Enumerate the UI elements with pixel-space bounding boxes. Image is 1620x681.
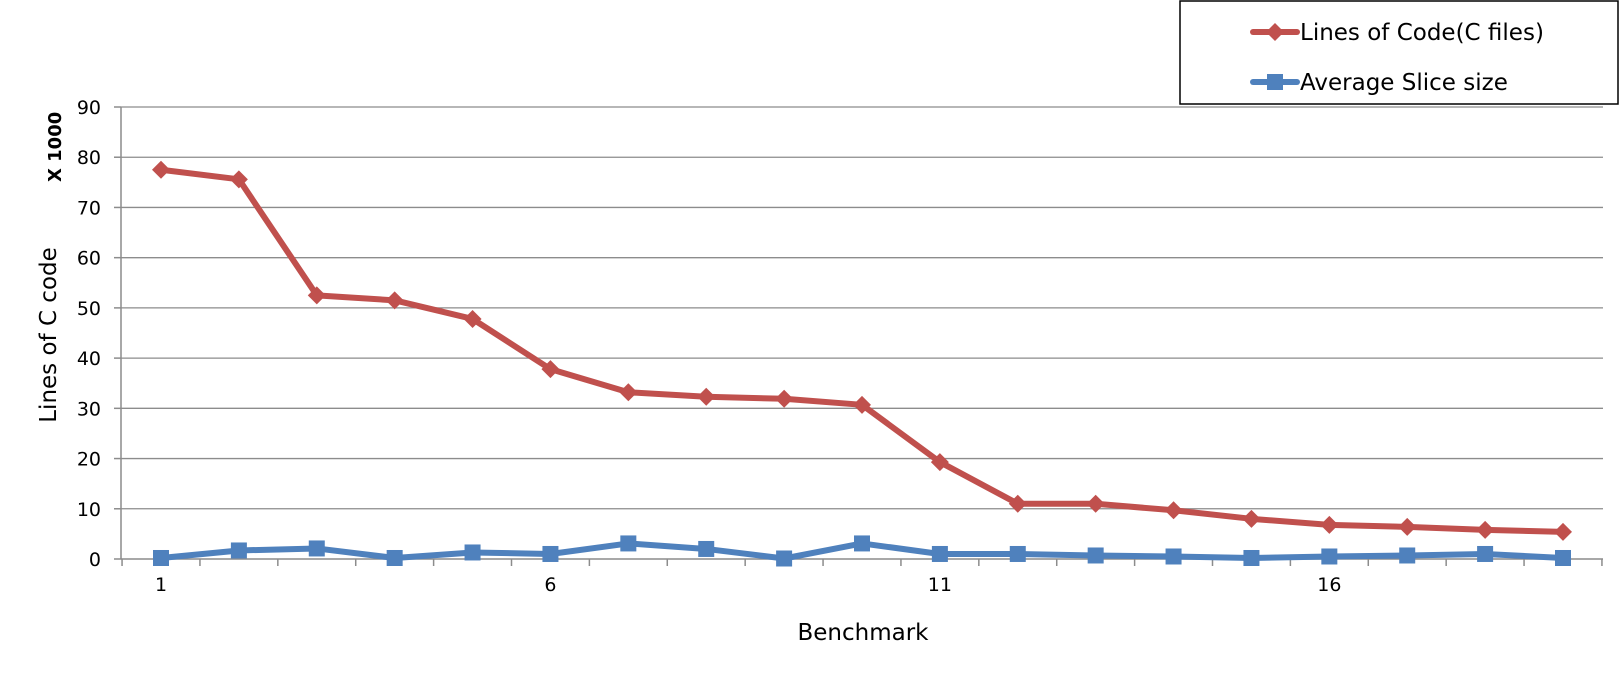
gridlines (121, 106, 1603, 510)
data-point (153, 549, 169, 566)
data-point (930, 453, 949, 472)
data-point (775, 389, 794, 408)
data-point (463, 309, 482, 328)
data-point (1398, 517, 1417, 536)
data-series (152, 160, 1572, 567)
data-point (386, 549, 403, 566)
data-point (1087, 547, 1104, 564)
legend-items: Lines of Code(C files) Average Slice size (1250, 20, 1544, 96)
x-tick-label: 16 (1317, 574, 1341, 596)
data-point (542, 545, 559, 562)
x-tick-label: 11 (928, 574, 952, 596)
data-point (1165, 548, 1182, 565)
data-point (385, 291, 404, 310)
data-point (1008, 494, 1027, 513)
data-point (1554, 522, 1572, 541)
data-point (230, 542, 247, 559)
data-point (1243, 549, 1260, 566)
data-point (698, 540, 715, 557)
data-point (1399, 547, 1416, 564)
y-tick-label: 10 (77, 499, 101, 521)
y-axis-title: Lines of C code (36, 247, 62, 423)
legend: Lines of Code(C files) Average Slice size (1179, 0, 1619, 105)
legend-box (1179, 0, 1619, 105)
data-point (1164, 501, 1183, 520)
y-tick-label: 50 (77, 298, 101, 320)
data-point (152, 160, 170, 179)
y-tick-label: 60 (77, 248, 101, 270)
data-point (229, 170, 248, 189)
axes (114, 106, 1603, 566)
data-point (1476, 520, 1495, 539)
x-axis-title: Benchmark (797, 620, 929, 646)
series-1 (152, 160, 1572, 541)
series-line (158, 166, 1566, 535)
data-point (308, 540, 325, 557)
y-tick-label: 0 (89, 549, 101, 571)
data-point (1086, 494, 1105, 513)
data-point (307, 286, 326, 305)
data-point (1320, 515, 1339, 534)
series-2 (153, 535, 1571, 567)
legend-entry: Lines of Code(C files) (1250, 20, 1544, 46)
data-point (697, 387, 716, 406)
legend-entry: Average Slice size (1250, 70, 1508, 96)
x-tick-label: 1 (155, 574, 167, 596)
data-point (464, 544, 481, 561)
data-point (1321, 548, 1338, 565)
legend-label: Lines of Code(C files) (1300, 20, 1544, 46)
legend-marker (1267, 74, 1283, 90)
legend-marker (1266, 23, 1284, 41)
y-tick-label: 30 (77, 398, 101, 420)
data-point (776, 550, 793, 567)
data-point (620, 535, 637, 552)
data-point (1477, 545, 1494, 562)
data-point (541, 360, 560, 379)
y-tick-label: 20 (77, 449, 101, 471)
data-point (1555, 549, 1571, 566)
data-point (931, 545, 948, 562)
y-tick-label: 70 (77, 197, 101, 219)
y-multiplier-label: X 1000 (45, 112, 66, 182)
x-tick-label: 6 (544, 574, 556, 596)
data-point (619, 383, 638, 402)
data-point (853, 395, 871, 414)
legend-label: Average Slice size (1300, 70, 1508, 96)
data-point (1009, 545, 1026, 562)
y-tick-label: 80 (77, 147, 101, 169)
y-tick-label: 40 (77, 348, 101, 370)
data-point (1242, 509, 1261, 528)
data-point (854, 535, 870, 552)
y-tick-label: 90 (77, 97, 101, 119)
